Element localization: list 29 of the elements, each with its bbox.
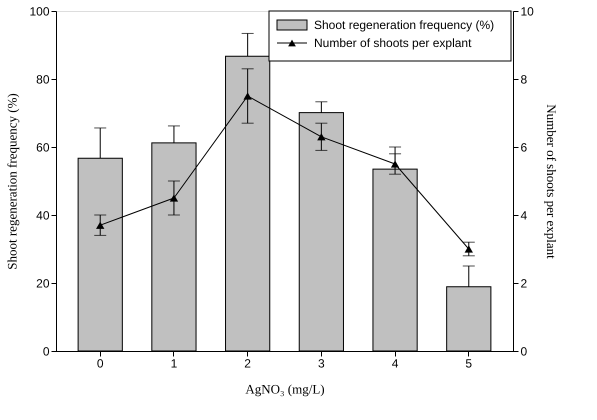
- x-tick-label: 3: [318, 356, 326, 370]
- legend-label: Number of shoots per explant: [314, 36, 472, 50]
- point: [96, 222, 104, 229]
- y2-tick-label: 2: [520, 276, 528, 290]
- x-tick-label: 1: [170, 356, 178, 370]
- y2-tick-label: 6: [520, 140, 528, 154]
- x-tick-label: 0: [96, 356, 104, 370]
- y-tick-label: 60: [36, 140, 50, 154]
- x-axis-title: AgNO₃ (mg/L): [245, 382, 325, 396]
- x-tick-label: 4: [392, 356, 399, 370]
- point: [170, 194, 178, 202]
- y2-tick-label: 10: [520, 4, 534, 18]
- legend-label: Shoot regeneration frequency (%): [314, 18, 494, 32]
- x-tick-label: 2: [244, 356, 252, 370]
- y-tick-label: 0: [42, 344, 50, 358]
- point: [390, 160, 400, 168]
- y-tick-label: 20: [36, 276, 50, 290]
- y2-axis-title: Number of shoots per explant: [544, 104, 559, 260]
- point: [464, 245, 473, 253]
- y-axis-title: Shoot regeneration frequency (%): [4, 93, 20, 270]
- y2-tick-label: 4: [520, 208, 528, 222]
- y2-tick-label: 8: [520, 72, 528, 86]
- point: [317, 133, 326, 140]
- y2-tick-label: 0: [520, 344, 528, 358]
- y-tick-label: 80: [36, 72, 50, 86]
- y-tick-label: 40: [36, 208, 50, 222]
- x-tick-label: 5: [465, 356, 472, 370]
- y-tick-label: 100: [29, 4, 50, 18]
- point: [243, 92, 252, 100]
